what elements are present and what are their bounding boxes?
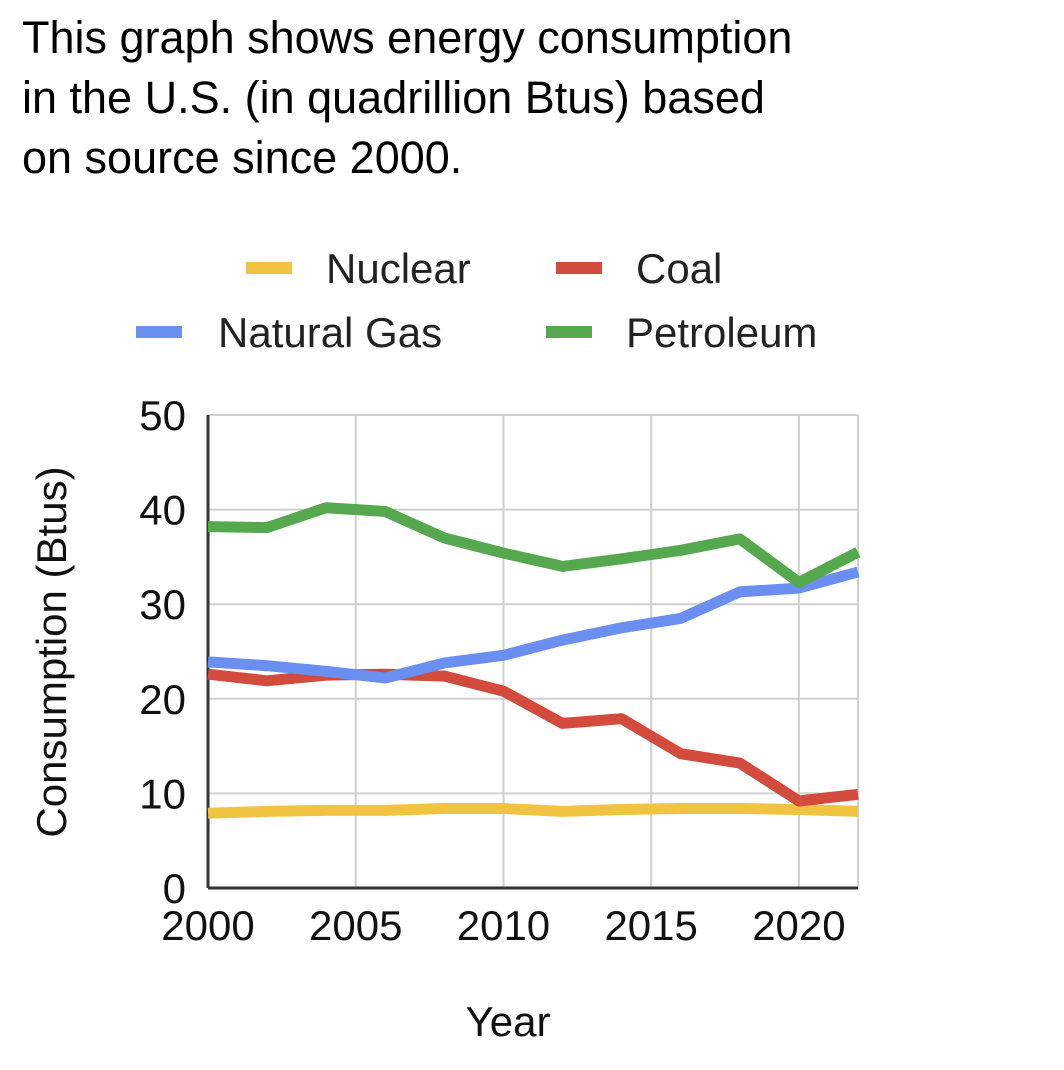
y-tick-label: 20 <box>139 676 186 723</box>
legend-label-nuclear: Nuclear <box>326 245 471 292</box>
x-tick-label: 2020 <box>752 902 845 949</box>
x-tick-label: 2015 <box>604 902 697 949</box>
legend-swatch-petroleum <box>546 326 592 338</box>
y-tick-label: 50 <box>139 392 186 439</box>
y-tick-label: 0 <box>163 865 186 912</box>
y-tick-label: 30 <box>139 581 186 628</box>
legend-label-petroleum: Petroleum <box>626 309 817 356</box>
chart-legend: Nuclear Coal Natural Gas Petroleum <box>136 245 817 356</box>
legend-swatch-natural-gas <box>136 326 182 338</box>
chart-caption: This graph shows energy consumption in t… <box>22 8 1022 188</box>
series-line-nuclear <box>207 803 859 819</box>
caption-line-1: This graph shows energy consumption <box>22 12 793 63</box>
legend-label-natural-gas: Natural Gas <box>218 309 442 356</box>
y-axis-title: Consumption (Btus) <box>28 466 75 837</box>
series-line-natural-gas <box>207 566 860 684</box>
legend-swatch-coal <box>556 262 602 274</box>
caption-line-3: on source since 2000. <box>22 132 463 183</box>
x-tick-label: 2005 <box>309 902 402 949</box>
series-line-coal <box>207 668 859 807</box>
y-tick-label: 10 <box>139 770 186 817</box>
legend-label-coal: Coal <box>636 245 722 292</box>
x-axis-title: Year <box>466 998 551 1045</box>
chart-tick-labels: 0 10 20 30 40 50 2000 2005 2010 2015 2020 <box>139 392 845 949</box>
chart-series <box>207 502 861 819</box>
x-tick-label: 2010 <box>457 902 550 949</box>
caption-line-2: in the U.S. (in quadrillion Btus) based <box>22 72 765 123</box>
legend-swatch-nuclear <box>246 262 292 274</box>
x-tick-label: 2000 <box>161 902 254 949</box>
y-tick-label: 40 <box>139 487 186 534</box>
series-line-petroleum <box>207 502 861 588</box>
